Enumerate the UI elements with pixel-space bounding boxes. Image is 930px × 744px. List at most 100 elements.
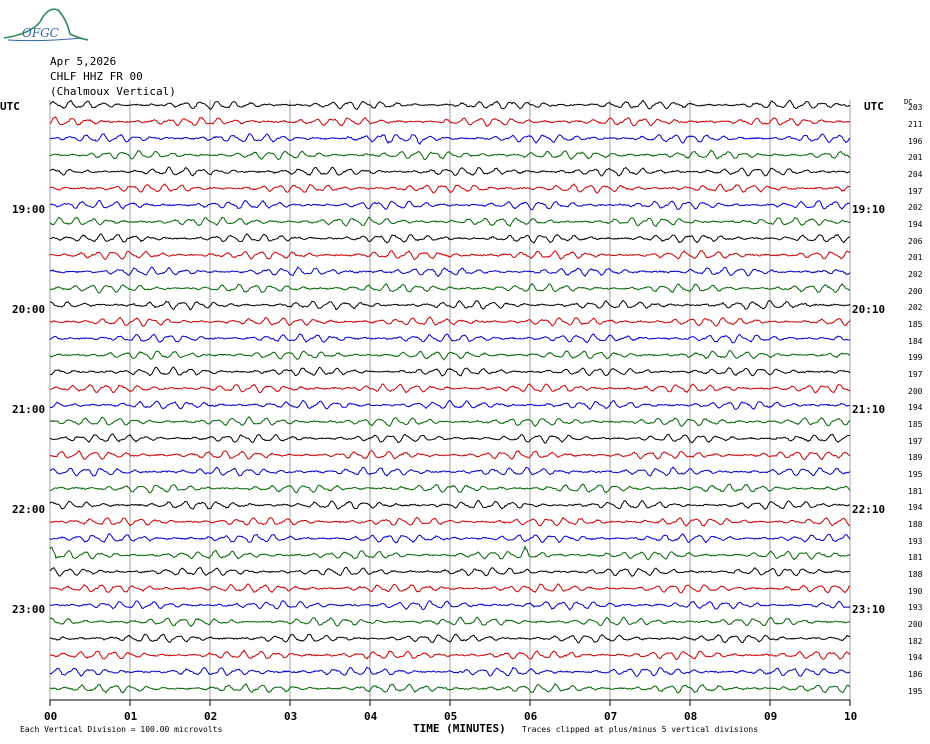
dc-value: 202 [908,203,923,212]
station-label: CHLF HHZ FR 00 [50,70,143,83]
x-axis-label: TIME (MINUTES) [413,722,506,735]
seismic-trace [49,633,851,644]
footer-scale-note: Each Vertical Division = 100.00 microvol… [20,725,223,734]
dc-value: 200 [908,387,923,396]
x-tick-label: 08 [684,710,698,723]
footer-clip-note: Traces clipped at plus/minus 5 vertical … [522,725,759,734]
seismic-trace [50,282,851,294]
dc-value: 195 [908,470,923,479]
seismic-trace [49,683,851,694]
dc-value: 189 [908,453,923,462]
seismic-trace [49,99,851,111]
dc-value: 197 [908,187,923,196]
dc-value: 201 [908,253,923,262]
right-time-label: 19:10 [852,203,886,216]
dc-value: 204 [908,170,923,179]
dc-value: 185 [908,420,923,429]
x-tick-label: 02 [204,710,218,723]
dc-value: 202 [908,303,923,312]
dc-value: 194 [908,653,923,662]
seismic-trace [49,166,851,177]
dc-value: 202 [908,270,923,279]
seismic-trace [49,566,851,578]
x-tick-label: 03 [284,710,298,723]
dc-value: 194 [908,220,923,229]
seismic-trace [49,383,851,394]
seismic-trace [49,466,851,477]
utc-right-label: UTC [864,100,884,113]
seismic-trace [49,183,851,194]
dc-value: 186 [908,670,923,679]
seismic-trace [50,399,851,411]
dc-value: 193 [908,537,923,546]
seismic-trace [49,316,851,327]
dc-value: 201 [908,153,923,162]
left-time-label: 19:00 [12,203,46,216]
dc-value: 181 [908,553,923,562]
left-time-label: 23:00 [12,603,46,616]
seismic-trace [49,433,851,444]
seismic-trace [49,266,851,278]
dc-value: 197 [908,370,923,379]
left-time-label: 22:00 [12,503,46,516]
dc-value: 188 [908,570,923,579]
seismic-trace [49,599,851,611]
seismic-trace [49,366,851,377]
dc-label: DC [904,98,913,106]
seismic-trace [50,649,851,660]
seismic-trace [49,544,851,561]
dc-value: 182 [908,637,923,646]
date-label: Apr 5,2026 [50,55,117,68]
dc-value: 188 [908,520,923,529]
dc-value: 194 [908,503,923,512]
seismic-trace [49,116,851,127]
x-tick-label: 10 [844,710,858,723]
location-label: (Chalmoux Vertical) [50,85,176,98]
dc-value: 203 [908,103,923,112]
x-tick-label: 01 [124,710,138,723]
dc-value: 181 [908,487,923,496]
right-time-label: 23:10 [852,603,886,616]
dc-value: 211 [908,120,923,129]
seismic-trace [49,350,851,361]
seismic-trace [49,199,851,211]
seismic-trace [50,483,851,494]
seismic-trace [49,299,851,311]
seismic-trace [49,216,851,228]
x-tick-label: 00 [44,710,58,723]
seismic-trace [49,616,851,628]
utc-left-label: UTC [0,100,20,113]
right-time-label: 21:10 [852,403,886,416]
dc-value: 194 [908,403,923,412]
seismic-trace [49,533,851,544]
x-tick-label: 09 [764,710,778,723]
logo-mark-icon [3,8,89,42]
dc-value: 195 [908,687,923,696]
seismic-trace [49,249,851,261]
dc-value: 197 [908,437,923,446]
right-time-label: 22:10 [852,503,886,516]
seismic-trace [49,516,851,527]
dc-value: 193 [908,603,923,612]
x-tick-label: 04 [364,710,378,723]
dc-value: 190 [908,587,923,596]
dc-value: 199 [908,353,923,362]
seismic-trace [49,583,851,594]
seismic-trace [50,416,851,428]
dc-value: 200 [908,620,923,629]
dc-value: 206 [908,237,923,246]
seismic-trace [49,133,851,145]
left-time-label: 20:00 [12,303,46,316]
seismic-trace [49,450,851,461]
dc-value: 185 [908,320,923,329]
left-time-label: 21:00 [12,403,46,416]
x-tick-label: 07 [604,710,618,723]
right-time-label: 20:10 [852,303,886,316]
seismic-trace [49,149,851,161]
dc-value: 184 [908,337,923,346]
seismic-trace [49,666,851,678]
x-tick-label: 06 [524,710,538,723]
dc-value: 200 [908,287,923,296]
seismic-trace [49,333,851,344]
dc-value: 196 [908,137,923,146]
